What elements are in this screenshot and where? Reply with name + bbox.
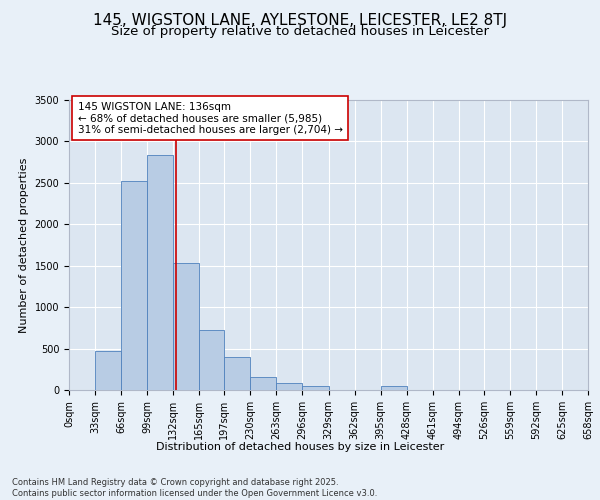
Bar <box>277 384 302 390</box>
Bar <box>95 351 121 390</box>
Bar <box>224 357 250 390</box>
Bar <box>302 386 329 390</box>
Bar <box>380 386 407 390</box>
Bar <box>250 377 277 390</box>
Text: Contains HM Land Registry data © Crown copyright and database right 2025.
Contai: Contains HM Land Registry data © Crown c… <box>12 478 377 498</box>
Text: 145 WIGSTON LANE: 136sqm
← 68% of detached houses are smaller (5,985)
31% of sem: 145 WIGSTON LANE: 136sqm ← 68% of detach… <box>77 102 343 135</box>
Text: 145, WIGSTON LANE, AYLESTONE, LEICESTER, LE2 8TJ: 145, WIGSTON LANE, AYLESTONE, LEICESTER,… <box>93 12 507 28</box>
Text: Size of property relative to detached houses in Leicester: Size of property relative to detached ho… <box>111 25 489 38</box>
Y-axis label: Number of detached properties: Number of detached properties <box>19 158 29 332</box>
Text: Distribution of detached houses by size in Leicester: Distribution of detached houses by size … <box>156 442 444 452</box>
Bar <box>121 181 147 390</box>
Bar <box>199 330 224 390</box>
Bar <box>173 263 199 390</box>
Bar <box>147 154 173 390</box>
